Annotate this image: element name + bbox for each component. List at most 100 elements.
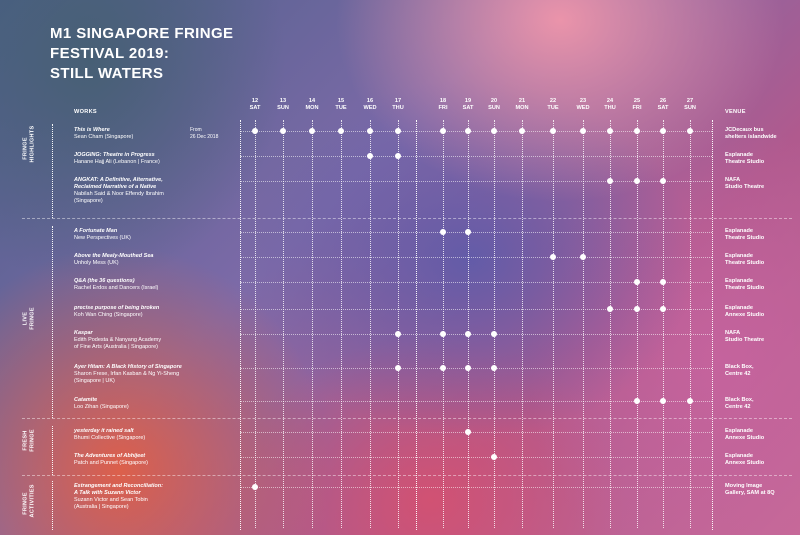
day-number: 21 bbox=[518, 98, 526, 104]
schedule-row: Kaspar Edith Podesta & Nanyang Academy of … bbox=[0, 330, 800, 350]
performance-dot bbox=[440, 229, 446, 235]
day-number: 16 bbox=[366, 98, 374, 104]
performance-dot bbox=[395, 365, 401, 371]
venue-name: Esplanade Annexe Studio bbox=[725, 428, 795, 442]
performance-dot bbox=[252, 128, 258, 134]
work-title: Q&A (the 36 questions) bbox=[74, 278, 135, 284]
day-column-line bbox=[663, 120, 664, 528]
day-header: 18 FRI bbox=[430, 98, 456, 112]
work-title: JOGGING: Theatre in Progress bbox=[74, 152, 155, 158]
performance-dot bbox=[395, 153, 401, 159]
work-credit: Koh Wan Ching (Singapore) bbox=[74, 312, 143, 318]
venue-name: Esplanade Annexe Studio bbox=[725, 305, 795, 319]
row-guide-line bbox=[240, 368, 712, 369]
day-column-line bbox=[468, 120, 469, 528]
work-info: Above the Mealy-Mouthed Sea Unholy Mess (… bbox=[74, 253, 264, 267]
work-credit: Sharon Frese, Irfan Kasban & Ng Yi-Sheng bbox=[74, 371, 180, 377]
row-guide-line bbox=[240, 309, 712, 310]
day-of-week: FRI bbox=[632, 105, 642, 111]
work-credit: Patch and Punnet (Singapore) bbox=[74, 460, 148, 466]
schedule-row: yesterday it rained salt Bhumi Collective… bbox=[0, 428, 800, 448]
performance-dot bbox=[660, 178, 666, 184]
performance-dot bbox=[634, 178, 640, 184]
work-credit: Nabilah Said & Noor Effendy Ibrahim bbox=[74, 191, 164, 197]
schedule-row: ANGKAT: A Definitive, Alternative, Reclai… bbox=[0, 177, 800, 204]
venue-line: Studio Theatre bbox=[725, 337, 765, 343]
day-header: 14 MON bbox=[299, 98, 325, 112]
day-header: 17 THU bbox=[385, 98, 411, 112]
section-bracket-line bbox=[52, 426, 53, 475]
works-header: WORKS bbox=[74, 109, 97, 115]
venue-line: Theatre Studio bbox=[725, 285, 765, 291]
day-column-line bbox=[370, 120, 371, 528]
day-header: 26 SAT bbox=[650, 98, 676, 112]
work-info: Ayer Hitam: A Black History of Singapore… bbox=[74, 364, 264, 385]
performance-dot bbox=[580, 128, 586, 134]
day-column-line bbox=[443, 120, 444, 528]
work-credit: (Singapore) bbox=[74, 198, 103, 204]
work-title: A Fortunate Man bbox=[74, 228, 118, 234]
work-title: Estrangement and Reconciliation: bbox=[74, 483, 163, 489]
day-of-week: SAT bbox=[657, 105, 669, 111]
section-bracket-line bbox=[52, 226, 53, 418]
schedule-row: This is Where Sean Cham (Singapore) From 26… bbox=[0, 127, 800, 147]
row-guide-line bbox=[240, 257, 712, 258]
schedule-row: A Fortunate Man New Perspectives (UK) Espl… bbox=[0, 228, 800, 248]
day-header: 19 SAT bbox=[455, 98, 481, 112]
day-column-line bbox=[283, 120, 284, 528]
day-number: 24 bbox=[606, 98, 614, 104]
section-separator bbox=[22, 218, 792, 219]
venue-line: NAFA bbox=[725, 177, 741, 183]
title-line-1: M1 SINGAPORE FRINGE bbox=[50, 25, 234, 42]
column-bracket-line bbox=[416, 120, 417, 530]
work-info: ANGKAT: A Definitive, Alternative, Reclai… bbox=[74, 177, 264, 205]
work-title: yesterday it rained salt bbox=[74, 428, 134, 434]
performance-dot bbox=[687, 398, 693, 404]
performance-dot bbox=[550, 128, 556, 134]
day-header: 25 FRI bbox=[624, 98, 650, 112]
performance-dot bbox=[465, 229, 471, 235]
venue-name: Moving Image Gallery, SAM at 8Q bbox=[725, 483, 795, 497]
performance-dot bbox=[465, 429, 471, 435]
work-credit: Rachel Erdos and Dancers (Israel) bbox=[74, 285, 159, 291]
performance-dot bbox=[634, 306, 640, 312]
work-title: This is Where bbox=[74, 127, 110, 133]
section-separator bbox=[22, 475, 792, 476]
performance-dot bbox=[491, 454, 497, 460]
day-number: 22 bbox=[549, 98, 557, 104]
day-column-line bbox=[637, 120, 638, 528]
venue-line: Esplanade bbox=[725, 228, 753, 234]
work-credit: Bhumi Collective (Singapore) bbox=[74, 435, 146, 441]
venue-line: Black Box, bbox=[725, 397, 754, 403]
performance-dot bbox=[687, 128, 693, 134]
work-info: Catamite Loo Zihan (Singapore) bbox=[74, 397, 264, 411]
row-guide-line bbox=[240, 232, 712, 233]
work-title: The Adventures of Abhijeet bbox=[74, 453, 146, 459]
venue-name: Esplanade Theatre Studio bbox=[725, 253, 795, 267]
schedule-row: JOGGING: Theatre in Progress Hanane Hajj … bbox=[0, 152, 800, 172]
work-credit: (Singapore | UK) bbox=[74, 378, 115, 384]
venue-line: Theatre Studio bbox=[725, 260, 765, 266]
day-of-week: TUE bbox=[547, 105, 559, 111]
day-column-line bbox=[522, 120, 523, 528]
schedule-row: Ayer Hitam: A Black History of Singapore… bbox=[0, 364, 800, 384]
performance-dot bbox=[465, 331, 471, 337]
venue-name: Esplanade Theatre Studio bbox=[725, 278, 795, 292]
date-note-line: From bbox=[190, 127, 202, 133]
day-number: 25 bbox=[633, 98, 641, 104]
work-credit: Suzann Victor and Sean Tobin bbox=[74, 497, 148, 503]
performance-dot bbox=[367, 128, 373, 134]
day-header: 16 WED bbox=[357, 98, 383, 112]
work-credit: Loo Zihan (Singapore) bbox=[74, 404, 129, 410]
work-info: Kaspar Edith Podesta & Nanyang Academy of … bbox=[74, 330, 264, 351]
work-info: The Adventures of Abhijeet Patch and Punn… bbox=[74, 453, 264, 467]
performance-dot bbox=[309, 128, 315, 134]
venue-line: Esplanade bbox=[725, 453, 753, 459]
venue-name: Black Box, Centre 42 bbox=[725, 397, 795, 411]
day-number: 23 bbox=[579, 98, 587, 104]
day-of-week: TUE bbox=[335, 105, 347, 111]
schedule-row: precise purpose of being broken Koh Wan C… bbox=[0, 305, 800, 325]
venue-header: VENUE bbox=[725, 109, 746, 115]
section-bracket-line bbox=[52, 481, 53, 530]
work-credit: Hanane Hajj Ali (Lebanon | France) bbox=[74, 159, 160, 165]
